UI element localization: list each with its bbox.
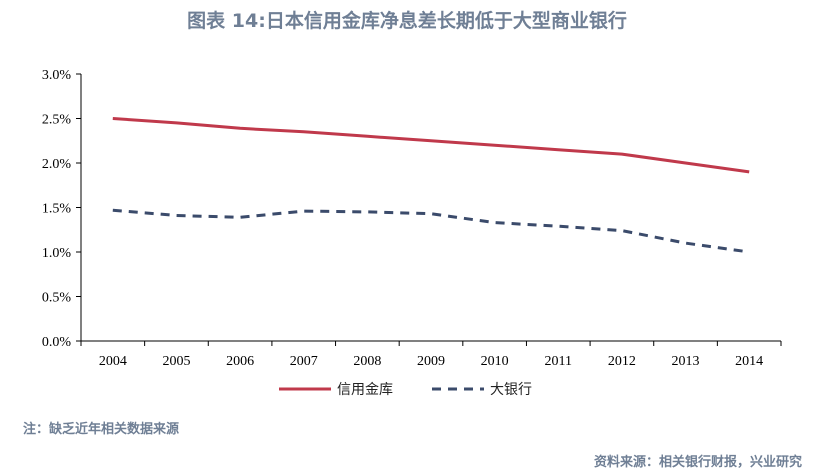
y-axis: 0.0% 0.5% 1.0% 1.5% 2.0% 2.5% 3.0% [42, 68, 82, 350]
series-line-0 [112, 117, 750, 174]
x-axis: 2004 2005 2006 2007 2008 2009 2010 2011 2012 2013… [80, 340, 782, 369]
x-tick-label: 2008 [353, 354, 381, 369]
y-tick-label: 0.5% [42, 291, 72, 306]
chart-title: 图表 14:日本信用金库净息差长期低于大型商业银行 [187, 10, 627, 32]
x-tick-label: 2009 [417, 354, 445, 369]
y-tick-label: 1.0% [42, 246, 72, 261]
x-tick-label: 2012 [608, 354, 636, 369]
y-tick-label: 1.5% [42, 202, 72, 217]
y-tick-label: 2.5% [42, 113, 72, 128]
x-tick-label: 2014 [735, 354, 763, 369]
x-tick-label: 2013 [672, 354, 700, 369]
source-note: 资料来源：相关银行财报，兴业研究 [593, 455, 802, 470]
legend-label-0: 信用金库 [337, 382, 393, 398]
series-line-1 [112, 208, 750, 254]
legend-label-1: 大银行 [490, 382, 532, 398]
footnote: 注：缺乏近年相关数据来源 [23, 422, 180, 437]
legend: 信用金库 大银行 [279, 382, 532, 398]
y-tick-label: 3.0% [42, 68, 72, 83]
y-tick-label: 0.0% [42, 335, 72, 350]
x-tick-label: 2007 [290, 354, 318, 369]
x-tick-label: 2011 [545, 354, 572, 369]
x-tick-label: 2010 [481, 354, 509, 369]
y-tick-label: 2.0% [42, 157, 72, 172]
x-tick-label: 2006 [226, 354, 254, 369]
x-tick-label: 2004 [99, 354, 127, 369]
x-tick-label: 2005 [162, 354, 190, 369]
series-lines [112, 117, 750, 254]
